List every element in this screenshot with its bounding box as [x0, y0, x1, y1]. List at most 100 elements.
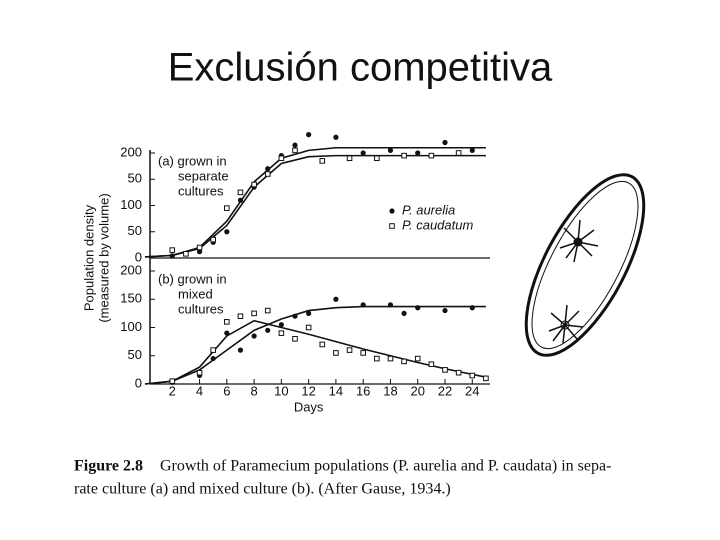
slide-title: Exclusión competitiva	[168, 46, 553, 90]
point	[469, 372, 476, 379]
point	[251, 181, 257, 188]
point	[333, 134, 339, 140]
point	[319, 158, 326, 164]
point	[196, 369, 203, 376]
point	[428, 152, 435, 159]
y-axis-label: Population density	[81, 204, 96, 311]
point	[224, 205, 230, 211]
point	[306, 310, 312, 316]
fit-curve	[144, 305, 486, 385]
point	[196, 249, 203, 255]
point	[292, 147, 298, 154]
point	[469, 147, 475, 153]
x-tick-label: 12	[301, 383, 315, 398]
point	[224, 229, 230, 235]
point	[278, 330, 285, 336]
x-tick-label: 16	[356, 383, 370, 398]
point	[415, 305, 421, 311]
point	[210, 236, 216, 243]
point	[387, 302, 394, 308]
panel-label: cultures	[178, 301, 224, 316]
point	[306, 132, 312, 138]
panel-label: separate	[178, 168, 229, 183]
y-tick-label: 150	[120, 291, 142, 306]
point	[374, 155, 380, 162]
point	[374, 355, 380, 362]
x-tick-label: 14	[329, 383, 343, 398]
point	[483, 375, 489, 382]
point	[401, 358, 407, 365]
point	[169, 378, 176, 384]
fit-curve	[144, 319, 487, 385]
point	[251, 333, 257, 339]
x-tick-label: 8	[250, 383, 257, 398]
point	[333, 296, 339, 302]
point	[224, 319, 230, 325]
point	[442, 139, 448, 146]
point	[455, 369, 462, 376]
point	[469, 305, 475, 311]
point	[319, 341, 326, 348]
paramecium-drawing	[524, 173, 646, 357]
point	[278, 155, 285, 162]
point	[169, 247, 176, 253]
point	[237, 313, 244, 319]
x-tick-label: 4	[196, 383, 203, 398]
y-tick-label: 0	[135, 249, 142, 264]
x-tick-label: 6	[223, 383, 230, 398]
y-tick-label: 0	[135, 375, 142, 390]
point	[346, 347, 353, 353]
point	[442, 307, 448, 314]
caption-label: Figure 2.8	[74, 458, 143, 475]
y-tick-label: 50	[128, 171, 142, 186]
point	[264, 307, 271, 314]
point	[401, 310, 407, 316]
point	[237, 347, 244, 353]
x-tick-label: 2	[169, 383, 176, 398]
point	[387, 355, 394, 362]
y-tick-label: 100	[120, 319, 142, 334]
y-tick-label: 50	[128, 223, 142, 238]
point	[292, 313, 298, 319]
point	[278, 322, 284, 328]
point	[292, 142, 298, 148]
x-tick-label: 24	[465, 383, 479, 398]
point	[292, 336, 298, 342]
point	[455, 150, 462, 156]
x-axis-label: Days	[294, 399, 324, 414]
point	[442, 367, 448, 373]
caption-line: rate culture (a) and mixed culture (b). …	[74, 481, 451, 498]
point	[196, 244, 203, 251]
point	[264, 171, 271, 177]
panel-label: (b) grown in	[158, 271, 227, 286]
x-tick-label: 10	[274, 383, 288, 398]
point	[360, 302, 366, 308]
point	[428, 361, 435, 368]
panel-label: cultures	[178, 183, 224, 198]
y-tick-label: 200	[120, 262, 142, 277]
point	[237, 197, 244, 203]
point	[387, 147, 394, 153]
x-tick-label: 20	[410, 383, 424, 398]
point	[265, 327, 271, 333]
panel-label: (a) grown in	[158, 153, 227, 168]
legend-label: P. aurelia	[402, 202, 455, 217]
caption-line: Growth of Paramecium populations (P. aur…	[160, 458, 611, 475]
point	[333, 350, 339, 356]
legend-label: P. caudatum	[402, 217, 473, 232]
point	[360, 350, 366, 356]
point	[346, 155, 353, 162]
point	[265, 166, 271, 172]
legend-marker	[389, 223, 395, 229]
point	[210, 355, 216, 362]
y-tick-label: 50	[128, 347, 142, 362]
point	[251, 310, 257, 317]
point	[414, 355, 421, 362]
x-tick-label: 18	[383, 383, 397, 398]
y-axis-label: (measured by volume)	[96, 193, 111, 322]
point	[401, 152, 407, 159]
x-tick-label: 22	[438, 383, 452, 398]
point	[305, 324, 312, 331]
y-tick-label: 100	[120, 197, 142, 212]
